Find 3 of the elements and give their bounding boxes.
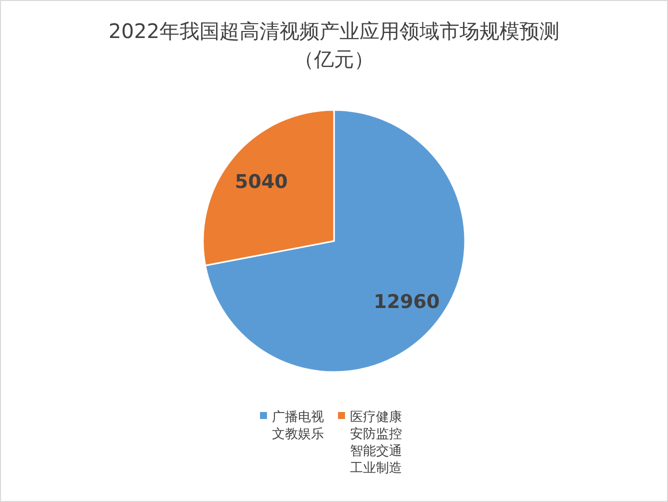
legend-label: 广播电视文教娱乐: [272, 410, 324, 442]
legend-label: 医疗健康安防监控智能交通工业制造: [350, 410, 402, 476]
title: 2022年我国超高清视频产业应用领域市场规模预测（亿元）: [108, 19, 560, 71]
